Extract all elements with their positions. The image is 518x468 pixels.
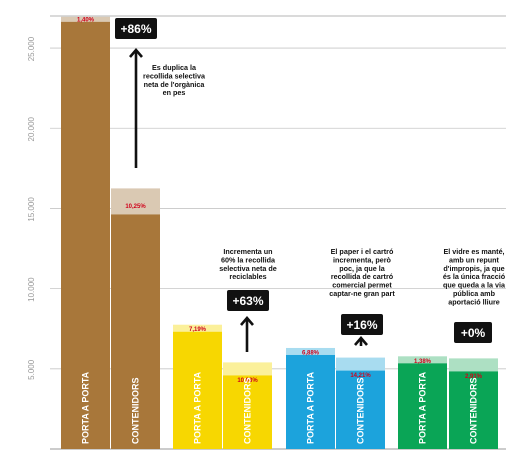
annotation-note-line: El vidre es manté, — [443, 247, 504, 256]
annotation-note-line: que queda a la via — [443, 281, 506, 290]
annotation-note-line: 60% la recollida — [221, 255, 276, 264]
annotation-note-line: comercial permet — [332, 281, 392, 290]
bar — [173, 331, 222, 449]
bar-impurity-segment — [286, 347, 335, 355]
bar — [61, 21, 110, 450]
annotation-note-line: amb un repunt — [449, 255, 500, 264]
bar-impurity-segment — [336, 357, 385, 371]
impurity-percent-label: 6,88% — [302, 350, 320, 356]
y-tick-label: 20.000 — [27, 116, 36, 141]
bar-impurity-segment — [398, 356, 447, 364]
change-badge — [227, 290, 269, 311]
bar — [286, 354, 335, 449]
change-badge-text: +16% — [346, 318, 377, 332]
annotation-note-line: Es duplica la — [152, 63, 197, 72]
bar-category-label: CONTENIDORS — [356, 377, 366, 444]
impurity-percent-label: 2,91% — [465, 374, 483, 380]
bar-impurity-segment — [449, 358, 498, 372]
bar-impurity-segment — [61, 16, 110, 22]
y-tick-label: 10.000 — [27, 277, 36, 302]
change-badge-text: +86% — [120, 22, 151, 36]
y-tick-label: 25.000 — [27, 36, 36, 61]
annotation-note-line: captar-ne gran part — [329, 289, 395, 298]
annotation-note-line: recollida de cartró — [331, 272, 394, 281]
change-badge — [454, 322, 492, 343]
bar-category-label: CONTENIDORS — [469, 377, 479, 444]
change-badge — [115, 18, 157, 39]
bar-category-label: CONTENIDORS — [243, 377, 253, 444]
impurity-percent-label: 1,40% — [77, 17, 95, 23]
bar — [111, 214, 160, 449]
bar-impurity-segment — [111, 188, 160, 215]
annotation-note-line: aportació lliure — [448, 297, 500, 306]
change-badge-text: +63% — [232, 294, 263, 308]
annotation-note-line: incrementa, però — [333, 255, 392, 264]
bar-layer: 1,40% PORTA A PORTA 10,25% CONTENIDORS 7,19%… — [61, 16, 498, 450]
annotation-note-line: en pes — [163, 88, 186, 97]
annotation-note-line: El paper i el cartró — [331, 247, 394, 256]
bar-category-label: PORTA A PORTA — [306, 371, 316, 444]
bar-category-label: PORTA A PORTA — [193, 371, 203, 444]
bar-category-label: PORTA A PORTA — [418, 371, 428, 444]
annotation-note-line: és la única fracció — [443, 272, 506, 281]
y-tick-label: 5.000 — [27, 359, 36, 380]
bar-impurity-segment — [223, 362, 272, 376]
bar-category-label: PORTA A PORTA — [81, 371, 91, 444]
bar — [336, 370, 385, 449]
arrow-head — [129, 48, 143, 58]
impurity-percent-label: 10,25% — [125, 204, 146, 210]
annotation-note-line: neta de l'orgànica — [144, 80, 206, 89]
change-badge — [341, 314, 383, 335]
impurity-percent-label: 7,19% — [189, 327, 207, 333]
annotation-note-line: selectiva neta de — [219, 264, 277, 273]
bar-category-label: CONTENIDORS — [131, 377, 141, 444]
annotation-note-line: Incrementa un — [223, 247, 272, 256]
y-tick-label: 15.000 — [27, 197, 36, 222]
annotation-note-line: pública amb — [453, 289, 496, 298]
annotation-note-line: poc, ja que la — [339, 264, 386, 273]
annotation-note-line: d'impropis, ja que — [443, 264, 504, 273]
change-badge-text: +0% — [461, 326, 486, 340]
bar-impurity-segment — [173, 324, 222, 332]
arrow-head — [354, 336, 368, 346]
annotation-note-line: reciclables — [229, 272, 266, 281]
impurity-percent-label: 1,38% — [414, 359, 432, 365]
annotation-note-line: recollida selectiva — [143, 71, 206, 80]
bar — [398, 363, 447, 449]
arrow-head — [240, 316, 254, 326]
bar — [223, 375, 272, 449]
impurity-percent-label: 10,03% — [237, 378, 258, 384]
bar — [449, 371, 498, 449]
impurity-percent-label: 14,21% — [350, 373, 371, 379]
